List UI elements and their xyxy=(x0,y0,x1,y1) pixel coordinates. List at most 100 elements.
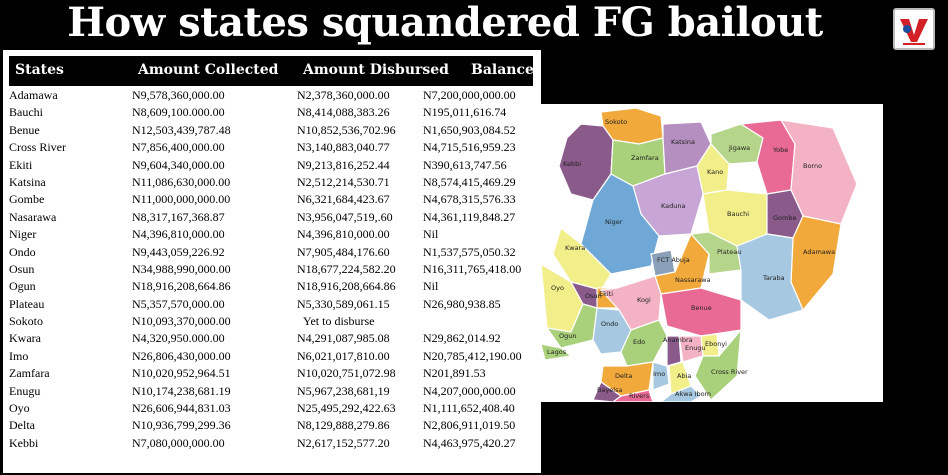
map-label: Nassarawa xyxy=(675,276,711,284)
state-cell: Cross River xyxy=(9,140,66,155)
map-label: Rivers xyxy=(629,392,650,400)
map-label: Akwa Ibom xyxy=(675,390,711,398)
map-label: Kano xyxy=(707,168,723,176)
state-cell: Ogun xyxy=(9,279,36,294)
table-row: Benue N12,503,439,787.48 N10,852,536,702.9… xyxy=(3,122,541,139)
map-label: Delta xyxy=(615,372,632,380)
map-label: Cross River xyxy=(711,368,748,376)
map-label: Anambra xyxy=(663,336,693,344)
amount-disbursed-cell: N18,916,208,664.86 xyxy=(297,279,396,294)
balance-cell: N390,613,747.56 xyxy=(423,157,507,172)
state-akwa-ibom xyxy=(659,385,702,403)
balance-cell: N195,011,616.74 xyxy=(423,105,507,120)
map-label: Plateau xyxy=(717,248,741,256)
state-cell: Zamfara xyxy=(9,366,50,381)
state-cell: Bauchi xyxy=(9,105,43,120)
map-label: Edo xyxy=(633,338,645,346)
map-label: Yobe xyxy=(772,146,788,154)
amount-disbursed-cell: N9,213,816,252.44 xyxy=(297,157,390,172)
map-label: Ebonyi xyxy=(705,340,727,348)
state-taraba xyxy=(736,233,804,321)
balance-cell: N26,980,938.85 xyxy=(423,296,501,311)
balance-cell: N4,678,315,576.33 xyxy=(423,192,516,207)
state-cell: Gombe xyxy=(9,192,45,207)
amount-disbursed-cell: N3,140,883,040.77 xyxy=(297,140,390,155)
amount-collected-cell: N11,000,000,000.00 xyxy=(132,192,231,207)
map-label: Bauchi xyxy=(727,210,749,218)
map-label: Kebbi xyxy=(563,160,581,168)
state-cell: Sokoto xyxy=(9,314,44,329)
map-label: Kogi xyxy=(637,296,651,304)
state-cell: Imo xyxy=(9,348,29,363)
state-cross-river xyxy=(694,328,742,401)
amount-collected-cell: N8,609,100.000.00 xyxy=(132,105,225,120)
table-row: Oyo N26,606,944,831.03 N25,495,292,422.63 N… xyxy=(3,400,541,417)
amount-collected-cell: N10,020,952,964.51 xyxy=(132,366,231,381)
amount-disbursed-cell: N2,512,214,530.71 xyxy=(297,174,390,189)
amount-collected-cell: N7,080,000,000.00 xyxy=(132,435,225,450)
state-adamawa xyxy=(790,215,842,312)
state-cell: Plateau xyxy=(9,296,45,311)
amount-disbursed-cell: N10,852,536,702.96 xyxy=(297,122,396,137)
state-cell: Kwara xyxy=(9,331,41,346)
table-row: Adamawa N9,578,360,000.00 N2,378,360,000.0… xyxy=(3,87,541,104)
map-label: Kwara xyxy=(565,244,585,252)
amount-collected-cell: N10,174,238,681.19 xyxy=(132,383,231,398)
map-label: Abia xyxy=(677,372,691,380)
nigeria-map: Sokoto Kebbi Zamfara Katsina Jigawa Kano Yobe B… xyxy=(540,104,883,403)
state-cell: Ondo xyxy=(9,244,36,259)
table-row: Katsina N11,086,630,000.00 N2,512,214,530.… xyxy=(3,174,541,191)
table-row: Imo N26,806,430,000.00 N6,021,017,810.00 N2… xyxy=(3,348,541,365)
state-cell: Kebbi xyxy=(9,435,39,450)
state-benue xyxy=(660,287,742,337)
map-label: FCT Abuja xyxy=(657,256,690,264)
table-row: Ogun N18,916,208,664.86 N18,916,208,664.86… xyxy=(3,278,541,295)
balance-cell: N2,806,911,019.50 xyxy=(423,418,516,433)
amount-disbursed-cell: N7,905,484,176.60 xyxy=(297,244,390,259)
amount-collected-cell: N26,606,944,831.03 xyxy=(132,401,231,416)
map-label: Lagos xyxy=(547,348,567,356)
header-states: States xyxy=(15,62,64,78)
state-cell: Ekiti xyxy=(9,157,33,172)
state-cell: Nasarawa xyxy=(9,209,57,224)
table-row: Cross River N7,856,400,000.00 N3,140,883,0… xyxy=(3,139,541,156)
table-row: Osun N34,988,990,000.00 N18,677,224,582.20… xyxy=(3,261,541,278)
amount-collected-cell: N4,320,950.000.00 xyxy=(132,331,225,346)
balance-cell: Nil xyxy=(423,279,439,294)
balance-cell: N20,785,412,190.00 xyxy=(423,348,522,363)
map-label: Ondo xyxy=(601,320,618,328)
map-label: Osun xyxy=(585,292,602,300)
map-label: Jigawa xyxy=(728,144,750,152)
balance-cell: N4,715,516,959.23 xyxy=(423,140,516,155)
amount-disbursed-cell: N6,021,017,810.00 xyxy=(297,348,390,363)
amount-disbursed-cell: N8,414,088,383.26 xyxy=(297,105,390,120)
map-label: Sokoto xyxy=(605,118,627,126)
table-row: Plateau N5,357,570,000.00 N5,330,589,061.1… xyxy=(3,296,541,313)
table-row: Enugu N10,174,238,681.19 N5,967,238,681,19… xyxy=(3,383,541,400)
state-cell: Adamawa xyxy=(9,88,58,102)
state-cell: Niger xyxy=(9,227,37,242)
amount-collected-cell: N10,093,370,000.00 xyxy=(132,314,231,329)
amount-collected-cell: N10,936,799,299.36 xyxy=(132,418,231,433)
amount-collected-cell: N9,604,340,000.00 xyxy=(132,157,225,172)
map-label: Niger xyxy=(605,218,623,226)
balance-cell: N201,891.53 xyxy=(423,366,486,381)
table-row: Niger N4,396,810,000.00 N4,396,810,000.00 N… xyxy=(3,226,541,243)
balance-cell: N1,111,652,408.40 xyxy=(423,401,515,416)
amount-disbursed-cell: N2,378,360,000.00 xyxy=(297,88,390,102)
bailout-table: States Amount Collected Amount Disbursed… xyxy=(3,50,541,473)
amount-disbursed-cell: N2,617,152,577.20 xyxy=(297,435,390,450)
table-row: Gombe N11,000,000,000.00 N6,321,684,423.67… xyxy=(3,191,541,208)
amount-disbursed-cell: N6,321,684,423.67 xyxy=(297,192,390,207)
map-label: Enugu xyxy=(685,344,706,352)
amount-collected-cell: N18,916,208,664.86 xyxy=(132,279,231,294)
amount-disbursed-cell: Yet to disburse xyxy=(303,314,375,329)
table-row: Sokoto N10,093,370,000.00 Yet to disburse xyxy=(3,313,541,330)
table-row: Kwara N4,320,950.000.00 N4,291,087,985.08 N… xyxy=(3,330,541,347)
map-label: Benue xyxy=(691,304,712,312)
amount-disbursed-cell: N4,291,087,985.08 xyxy=(297,331,390,346)
map-label: Adamawa xyxy=(803,248,835,256)
amount-disbursed-cell: N4,396,810,000.00 xyxy=(297,227,390,242)
amount-collected-cell: N12,503,439,787.48 xyxy=(132,122,231,137)
amount-collected-cell: N11,086,630,000.00 xyxy=(132,174,231,189)
